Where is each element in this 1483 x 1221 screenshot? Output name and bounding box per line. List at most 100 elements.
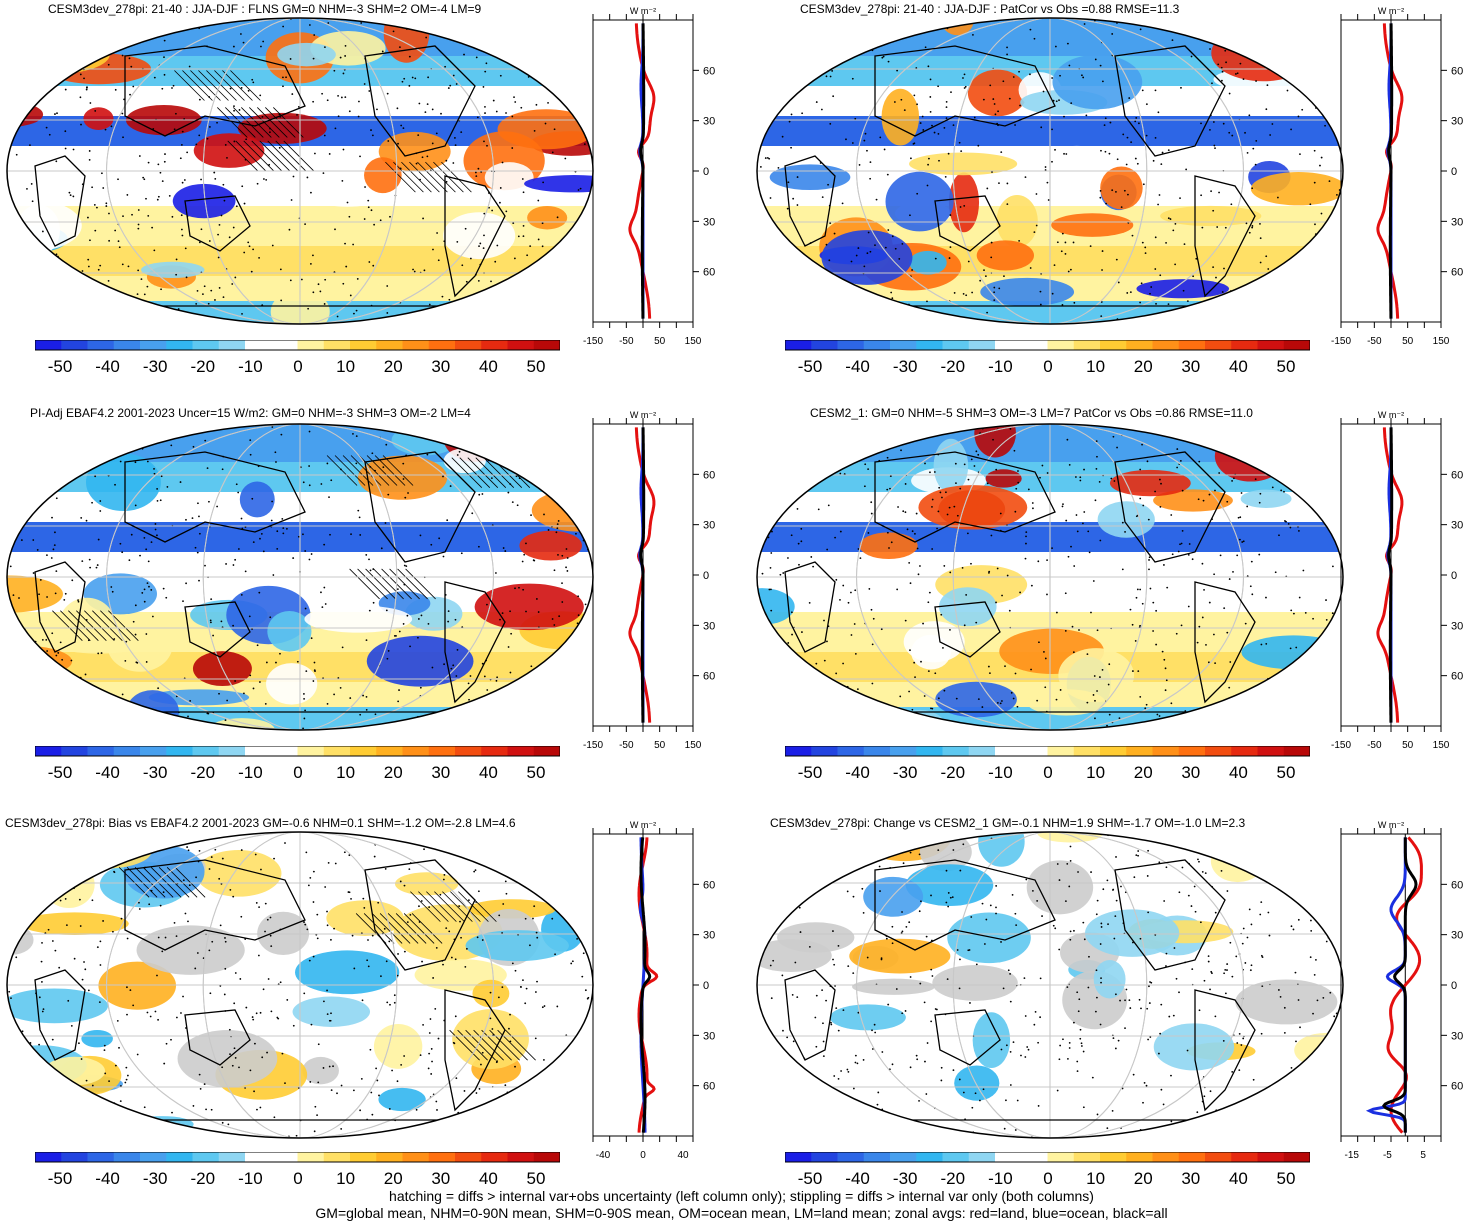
zonal-frame <box>1340 833 1442 1137</box>
zonal-lat-label: 30S <box>703 620 715 632</box>
stipple-dot <box>222 296 225 299</box>
colorbar-swatch <box>1231 1152 1258 1162</box>
stipple-dot <box>823 619 825 622</box>
stipple-dot <box>1139 695 1142 698</box>
stipple-dot <box>208 868 211 870</box>
stipple-dot <box>224 940 227 943</box>
stipple-dot <box>57 652 60 654</box>
stipple-dot <box>9 221 12 224</box>
stipple-dot <box>792 46 795 49</box>
stipple-dot <box>565 431 568 433</box>
stipple-dot <box>522 224 525 227</box>
stipple-dot <box>160 288 162 291</box>
stipple-dot <box>543 456 546 458</box>
stipple-dot <box>1051 547 1053 550</box>
stipple-dot <box>1191 558 1194 561</box>
stipple-dot <box>1195 257 1198 260</box>
stipple-dot <box>68 191 71 194</box>
stipple-dot <box>340 96 343 99</box>
stipple-dot <box>534 1110 537 1112</box>
stipple-dot <box>95 566 98 569</box>
stipple-dot <box>94 229 97 232</box>
hatch-line <box>241 107 272 138</box>
stipple-dot <box>162 587 165 590</box>
stipple-dot <box>189 700 192 702</box>
stipple-dot <box>908 690 911 693</box>
stipple-dot <box>977 453 980 456</box>
stipple-dot <box>145 633 148 635</box>
stipple-dot <box>1095 969 1098 972</box>
colorbar-swatch <box>890 1152 917 1162</box>
stipple-dot <box>1198 460 1201 463</box>
colorbar-swatch <box>192 340 220 350</box>
stipple-dot <box>24 913 27 916</box>
stipple-dot <box>913 142 916 145</box>
zonal-lat-label: 60N <box>1451 879 1463 891</box>
stipple-dot <box>1176 466 1179 469</box>
stipple-dot <box>424 111 427 114</box>
stipple-dot <box>59 862 61 865</box>
hatch-line <box>326 455 358 486</box>
stipple-dot <box>430 731 432 732</box>
stipple-dot <box>1259 261 1262 264</box>
zonal-lat-label: 30N <box>1451 520 1463 532</box>
stipple-dot <box>920 900 922 903</box>
map-field-blob <box>7 655 65 707</box>
stipple-dot <box>26 838 29 841</box>
stipple-dot <box>1177 550 1180 553</box>
stipple-dot <box>1255 139 1258 142</box>
stipple-dot <box>1163 658 1166 661</box>
stipple-dot <box>430 1073 433 1075</box>
stipple-dot <box>771 118 773 121</box>
stipple-dot <box>1029 73 1031 76</box>
zonal-lat-label: 0 <box>1451 570 1457 582</box>
stipple-dot <box>393 634 396 637</box>
stipple-dot <box>181 234 184 237</box>
stipple-dot <box>138 908 141 910</box>
stipple-dot <box>247 89 250 92</box>
stipple-dot <box>302 481 305 484</box>
stipple-dot <box>55 308 58 310</box>
stipple-dot <box>380 975 382 978</box>
stipple-dot <box>557 258 560 261</box>
stipple-dot <box>264 902 267 905</box>
stipple-dot <box>989 84 992 87</box>
stipple-dot <box>1280 1110 1282 1113</box>
zonal-lat-label: 30N <box>703 116 715 128</box>
stipple-dot <box>343 851 346 854</box>
stipple-dot <box>767 536 770 539</box>
stipple-dot <box>986 187 989 190</box>
stipple-dot <box>551 917 554 920</box>
stipple-dot <box>1054 148 1056 151</box>
stipple-dot <box>909 1066 912 1069</box>
stipple-dot <box>231 1064 234 1067</box>
stipple-dot <box>1218 191 1220 194</box>
colorbar-tick-label: 20 <box>384 763 403 782</box>
colorbar-tick-label: -40 <box>845 357 870 376</box>
colorbar-swatch <box>1178 340 1206 350</box>
stipple-dot <box>1211 82 1213 85</box>
stipple-dot <box>798 906 801 909</box>
stipple-dot <box>166 486 169 488</box>
stipple-dot <box>1259 237 1262 240</box>
stipple-dot <box>146 1133 149 1135</box>
stipple-dot <box>959 206 962 208</box>
stipple-dot <box>58 294 61 297</box>
zonal-all-line <box>1387 23 1394 319</box>
stipple-dot <box>455 1077 458 1080</box>
stipple-dot <box>1213 144 1216 147</box>
hatch-line <box>166 867 198 898</box>
stipple-dot <box>1201 226 1204 229</box>
stipple-dot <box>797 542 800 545</box>
stipple-dot <box>180 1012 182 1014</box>
stipple-dot <box>153 76 156 79</box>
stipple-dot <box>1094 699 1096 702</box>
stipple-dot <box>326 924 329 927</box>
stipple-dot <box>825 999 827 1002</box>
stipple-dot <box>445 723 448 726</box>
zonal-lat-label: 30N <box>703 930 715 942</box>
colorbar-swatch <box>1021 746 1048 756</box>
stipple-dot <box>977 698 980 700</box>
stipple-dot <box>1163 900 1166 902</box>
stipple-dot <box>1156 713 1159 716</box>
